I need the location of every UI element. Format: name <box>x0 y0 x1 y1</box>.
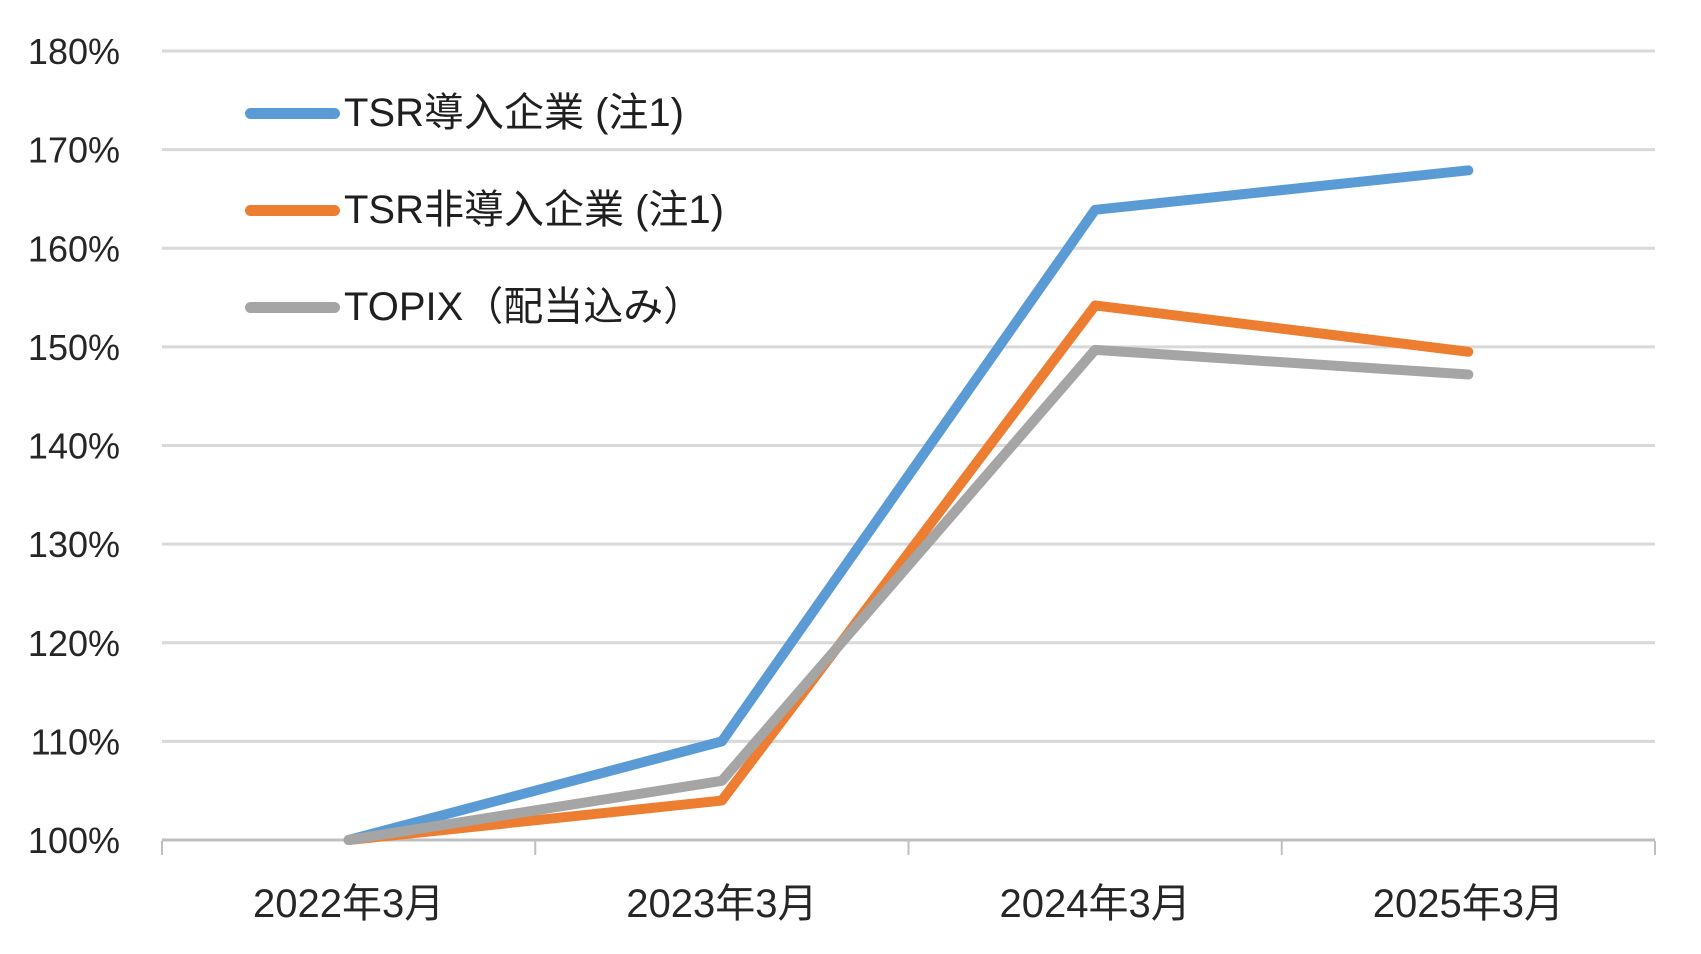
legend-line-swatch-gray <box>245 301 340 313</box>
x-axis-category-label: 2025年3月 <box>1373 882 1564 926</box>
legend-line-swatch-orange <box>245 204 340 216</box>
chart-legend: TSR導入企業 (注1) TSR非導入企業 (注1) TOPIX（配当込み） <box>245 89 724 331</box>
x-axis-category-label: 2023年3月 <box>626 882 817 926</box>
legend-item-tsr-adopters: TSR導入企業 (注1) <box>245 89 724 137</box>
x-axis-category-label: 2022年3月 <box>253 882 444 926</box>
legend-label-tsr-non-adopters: TSR非導入企業 (注1) <box>344 188 724 232</box>
legend-line-swatch-blue <box>245 107 340 119</box>
legend-label-tsr-adopters: TSR導入企業 (注1) <box>344 91 684 135</box>
x-axis-category-label: 2024年3月 <box>1000 882 1191 926</box>
y-axis-tick-label: 130% <box>28 524 120 565</box>
legend-item-tsr-non-adopters: TSR非導入企業 (注1) <box>245 186 724 234</box>
series-line-tsr-non-adopters <box>343 300 1474 845</box>
legend-item-topix: TOPIX（配当込み） <box>245 283 724 331</box>
y-axis-tick-label: 100% <box>28 820 120 861</box>
y-axis-tick-label: 120% <box>28 623 120 664</box>
y-axis-tick-label: 140% <box>28 426 120 467</box>
y-axis-tick-label: 110% <box>31 721 120 762</box>
y-axis-tick-label: 150% <box>28 327 120 368</box>
y-axis-tick-label: 180% <box>28 31 120 72</box>
y-axis-tick-label: 170% <box>28 130 120 171</box>
legend-label-topix: TOPIX（配当込み） <box>344 285 704 329</box>
y-axis-tick-label: 160% <box>28 228 120 269</box>
series-line-topix-dividends-included <box>343 344 1474 845</box>
series-line-tsr-adopters <box>343 165 1474 845</box>
